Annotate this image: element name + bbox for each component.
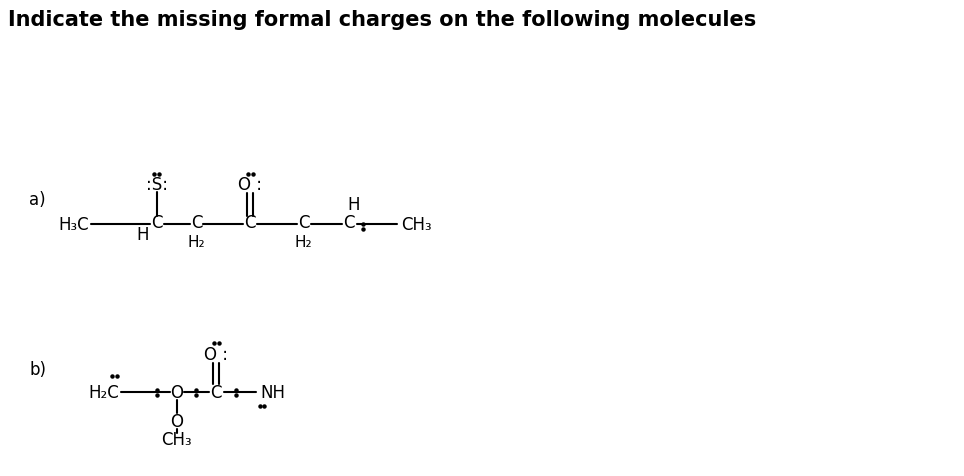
- Text: C: C: [244, 214, 255, 231]
- Text: O: O: [170, 383, 183, 401]
- Text: O :: O :: [204, 345, 228, 363]
- Text: Indicate the missing formal charges on the following molecules: Indicate the missing formal charges on t…: [8, 10, 756, 30]
- Text: C: C: [210, 383, 222, 401]
- Text: H: H: [137, 226, 149, 244]
- Text: H₂C: H₂C: [89, 383, 120, 401]
- Text: C: C: [191, 214, 202, 231]
- Text: H₂: H₂: [188, 235, 205, 250]
- Text: NH: NH: [260, 383, 285, 401]
- Text: b): b): [29, 360, 46, 378]
- Text: O: O: [170, 412, 183, 430]
- Text: :S:: :S:: [146, 176, 168, 194]
- Text: H₃C: H₃C: [59, 216, 90, 234]
- Text: C: C: [298, 214, 309, 231]
- Text: CH₃: CH₃: [401, 216, 432, 234]
- Text: H: H: [347, 196, 360, 214]
- Text: C: C: [151, 214, 163, 231]
- Text: O :: O :: [238, 176, 262, 194]
- Text: C: C: [343, 214, 355, 231]
- Text: H₂: H₂: [295, 235, 312, 250]
- Text: CH₃: CH₃: [161, 430, 192, 448]
- Text: a): a): [29, 190, 46, 208]
